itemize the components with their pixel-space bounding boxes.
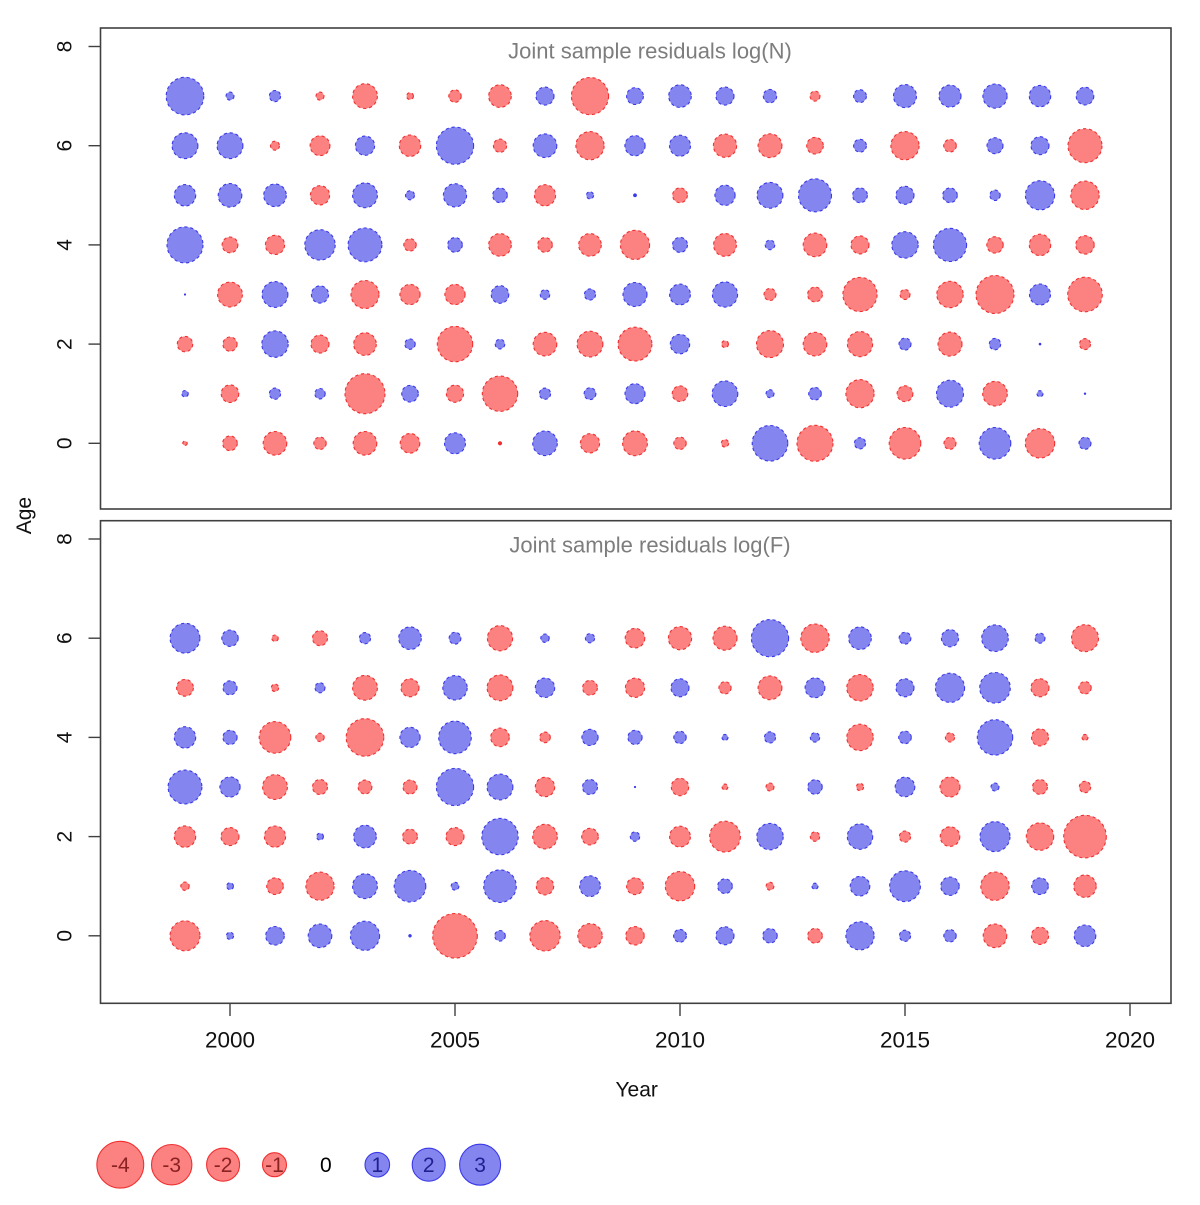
svg-text:-1: -1 [265, 1154, 284, 1177]
svg-text:2010: 2010 [655, 1028, 705, 1053]
svg-text:8: 8 [54, 41, 77, 53]
svg-text:1: 1 [371, 1154, 383, 1177]
svg-text:2005: 2005 [430, 1028, 480, 1053]
svg-text:4: 4 [54, 731, 77, 743]
svg-text:-2: -2 [214, 1154, 233, 1177]
svg-text:Joint sample residuals log(F): Joint sample residuals log(F) [509, 533, 790, 558]
svg-text:0: 0 [54, 437, 77, 449]
svg-text:6: 6 [54, 140, 77, 152]
svg-text:-3: -3 [162, 1154, 181, 1177]
svg-text:2: 2 [54, 338, 77, 350]
svg-text:2000: 2000 [205, 1028, 255, 1053]
svg-text:Joint sample residuals log(N): Joint sample residuals log(N) [508, 39, 792, 64]
svg-text:3: 3 [474, 1154, 486, 1177]
svg-text:6: 6 [54, 632, 77, 644]
svg-text:2: 2 [423, 1154, 435, 1177]
svg-text:4: 4 [54, 239, 77, 251]
svg-text:Year: Year [615, 1079, 657, 1102]
svg-text:Age: Age [13, 497, 36, 534]
svg-text:2020: 2020 [1105, 1028, 1155, 1053]
svg-text:2: 2 [54, 831, 77, 843]
svg-text:2015: 2015 [880, 1028, 930, 1053]
svg-text:-4: -4 [111, 1154, 130, 1177]
svg-text:0: 0 [54, 930, 77, 942]
svg-text:8: 8 [54, 533, 77, 545]
svg-text:0: 0 [320, 1154, 332, 1177]
